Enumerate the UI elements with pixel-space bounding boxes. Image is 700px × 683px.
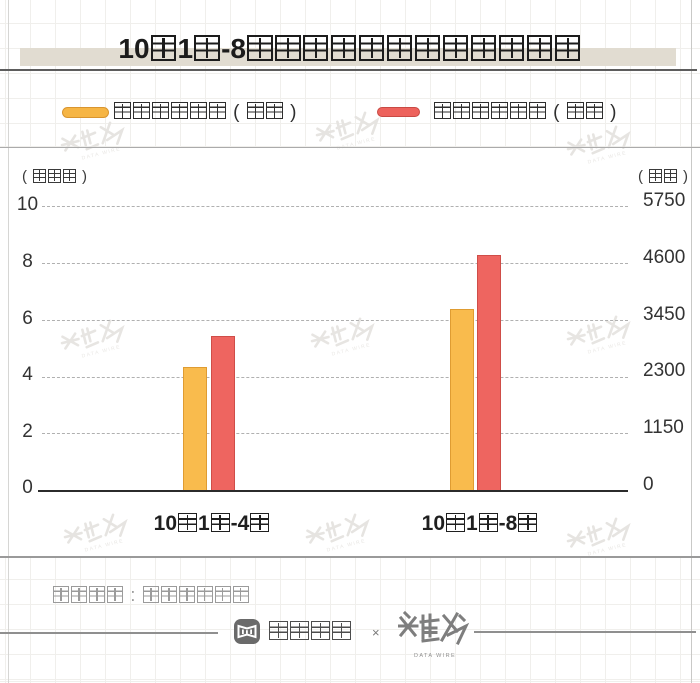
svg-text:DATA WIRE: DATA WIRE [414,653,456,659]
